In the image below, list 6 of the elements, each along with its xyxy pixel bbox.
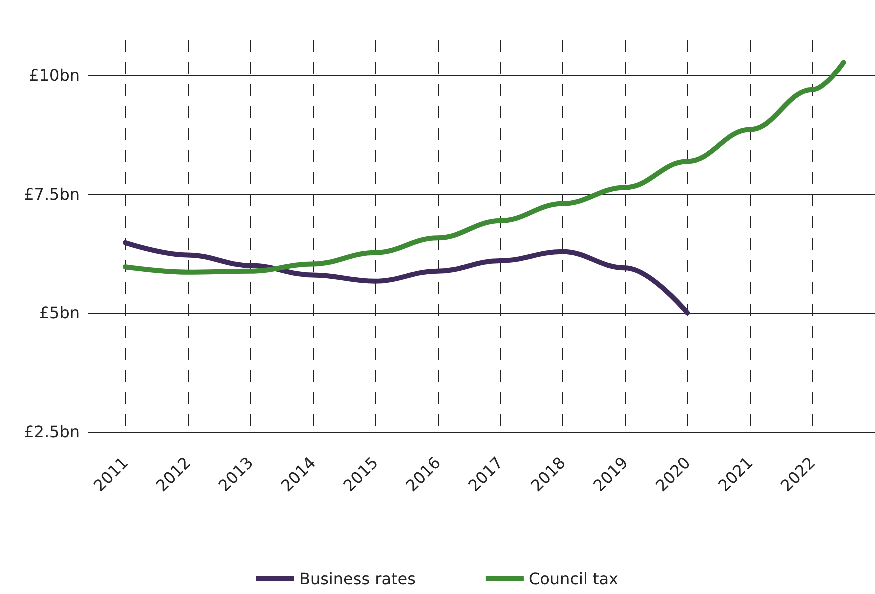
y-tick-label: £5bn (39, 304, 80, 323)
legend-label: Business rates (299, 570, 416, 588)
y-tick-label: £7.5bn (24, 184, 80, 204)
y-tick-label: £10bn (29, 66, 80, 86)
y-tick-label: £2.5bn (24, 422, 80, 442)
legend-label: Council tax (528, 570, 619, 588)
